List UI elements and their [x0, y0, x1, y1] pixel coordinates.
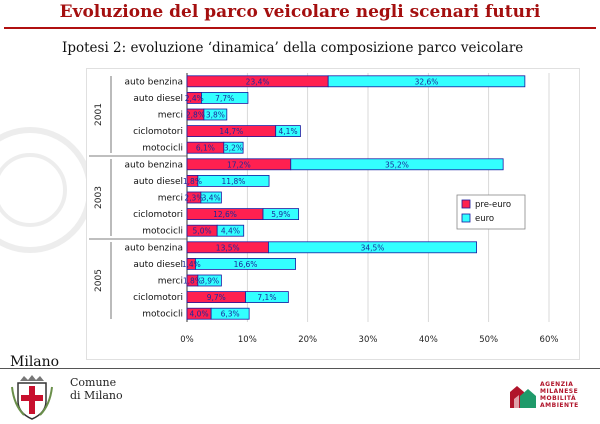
bar-euro	[195, 257, 296, 270]
group-label: 2005	[94, 269, 104, 292]
legend-swatch-pre-euro	[461, 199, 471, 209]
footer-divider	[0, 368, 600, 369]
data-label-euro: 3,8%	[206, 111, 225, 120]
data-label-pre-euro: 12,6%	[213, 210, 237, 219]
category-label: auto benzina	[124, 77, 183, 87]
category-label: merci	[158, 111, 183, 121]
data-label-euro: 5,9%	[271, 210, 290, 219]
data-label-euro: 35,2%	[385, 160, 409, 169]
category-label: ciclomotori	[133, 210, 183, 220]
title-divider	[4, 27, 596, 29]
data-label-euro: 3,4%	[202, 194, 221, 203]
legend-label-pre-euro: pre-euro	[475, 200, 511, 210]
data-label-euro: 7,1%	[257, 293, 276, 302]
city-crest-icon	[11, 375, 53, 420]
footer-city-name: Milano	[10, 354, 60, 370]
data-label-euro: 3,2%	[224, 144, 243, 153]
bar-euro	[216, 224, 245, 237]
data-label-pre-euro: 6,1%	[196, 144, 215, 153]
bar-euro	[268, 241, 477, 254]
group-label: 2001	[94, 103, 104, 126]
bar-euro	[197, 274, 222, 287]
category-label: auto benzina	[124, 160, 183, 170]
bar-euro	[200, 191, 222, 204]
category-label: motocicli	[142, 310, 183, 320]
category-label: auto diesel	[133, 260, 183, 270]
bar-euro	[327, 75, 526, 88]
data-label-pre-euro: 14,7%	[219, 127, 243, 136]
bar-euro	[245, 291, 289, 304]
category-label: auto benzina	[124, 243, 183, 253]
page-subtitle: Ipotesi 2: evoluzione ‘dinamica’ della c…	[62, 40, 524, 56]
data-label-pre-euro: 1,8%	[183, 277, 202, 286]
category-label: auto diesel	[133, 177, 183, 187]
category-label: auto diesel	[133, 94, 183, 104]
data-label-pre-euro: 2,4%	[185, 94, 204, 103]
data-label-pre-euro: 23,4%	[246, 77, 270, 86]
data-label-euro: 4,1%	[279, 127, 298, 136]
data-label-euro: 16,6%	[234, 260, 258, 269]
background-emblem	[0, 127, 90, 253]
page-title: Evoluzione del parco veicolare negli sce…	[59, 2, 541, 22]
bar-euro	[210, 307, 250, 320]
agency-line-3: MOBILITÀ	[540, 395, 577, 402]
x-tick-label: 50%	[479, 335, 498, 345]
data-label-euro: 11,8%	[222, 177, 246, 186]
data-label-pre-euro: 1,4%	[182, 260, 201, 269]
category-label: merci	[158, 277, 183, 287]
comune-line-2: di Milano	[70, 389, 123, 402]
data-label-pre-euro: 2,3%	[184, 194, 203, 203]
group-label: 2003	[94, 186, 104, 209]
bar-euro	[223, 141, 244, 154]
category-label: motocicli	[142, 144, 183, 154]
legend-label-euro: euro	[475, 214, 494, 224]
bar-euro	[262, 208, 300, 221]
legend-swatch-euro	[461, 213, 471, 223]
x-tick-label: 10%	[238, 335, 257, 345]
agency-line-1: AGENZIA	[540, 381, 574, 388]
chart-panel: 0% 10% 20% 30% 40% 50% 60% 2001 auto benzina 23,4…	[86, 68, 580, 360]
agency-line-2: MILANESE	[540, 388, 579, 395]
x-tick-label: 30%	[359, 335, 378, 345]
bar-euro	[201, 91, 249, 104]
data-label-euro: 32,6%	[415, 77, 439, 86]
category-label: motocicli	[142, 227, 183, 237]
comune-label: Comune di Milano	[70, 376, 123, 402]
bar-euro	[275, 125, 301, 137]
data-label-euro: 4,4%	[221, 227, 240, 236]
category-label: ciclomotori	[133, 293, 183, 303]
x-tick-label: 40%	[419, 335, 438, 345]
bar-euro	[203, 108, 228, 121]
agency-logo-icon	[510, 386, 536, 408]
data-label-pre-euro: 2,8%	[186, 111, 205, 120]
data-label-pre-euro: 1,8%	[183, 177, 202, 186]
data-label-pre-euro: 17,2%	[227, 160, 251, 169]
data-label-euro: 7,7%	[215, 94, 234, 103]
data-label-pre-euro: 5,0%	[193, 227, 212, 236]
stacked-bar-chart: 0% 10% 20% 30% 40% 50% 60% 2001 auto benzina 23,4…	[89, 73, 559, 345]
data-label-euro: 34,5%	[361, 243, 385, 252]
data-label-pre-euro: 9,7%	[207, 293, 226, 302]
agency-name: AGENZIA MILANESE MOBILITÀ AMBIENTE	[540, 381, 600, 409]
data-label-euro: 3,9%	[200, 277, 219, 286]
data-label-euro: 6,3%	[221, 310, 240, 319]
category-label: ciclomotori	[133, 127, 183, 137]
bar-euro	[290, 158, 504, 171]
x-tick-label: 0%	[180, 335, 194, 345]
data-label-pre-euro: 4,0%	[190, 310, 209, 319]
bar-euro	[197, 175, 270, 187]
category-label: merci	[158, 194, 183, 204]
x-tick-label: 20%	[298, 335, 317, 345]
data-label-pre-euro: 13,5%	[216, 243, 240, 252]
comune-line-1: Comune	[70, 376, 117, 389]
agency-line-4: AMBIENTE	[540, 402, 579, 409]
x-tick-label: 60%	[540, 335, 559, 345]
